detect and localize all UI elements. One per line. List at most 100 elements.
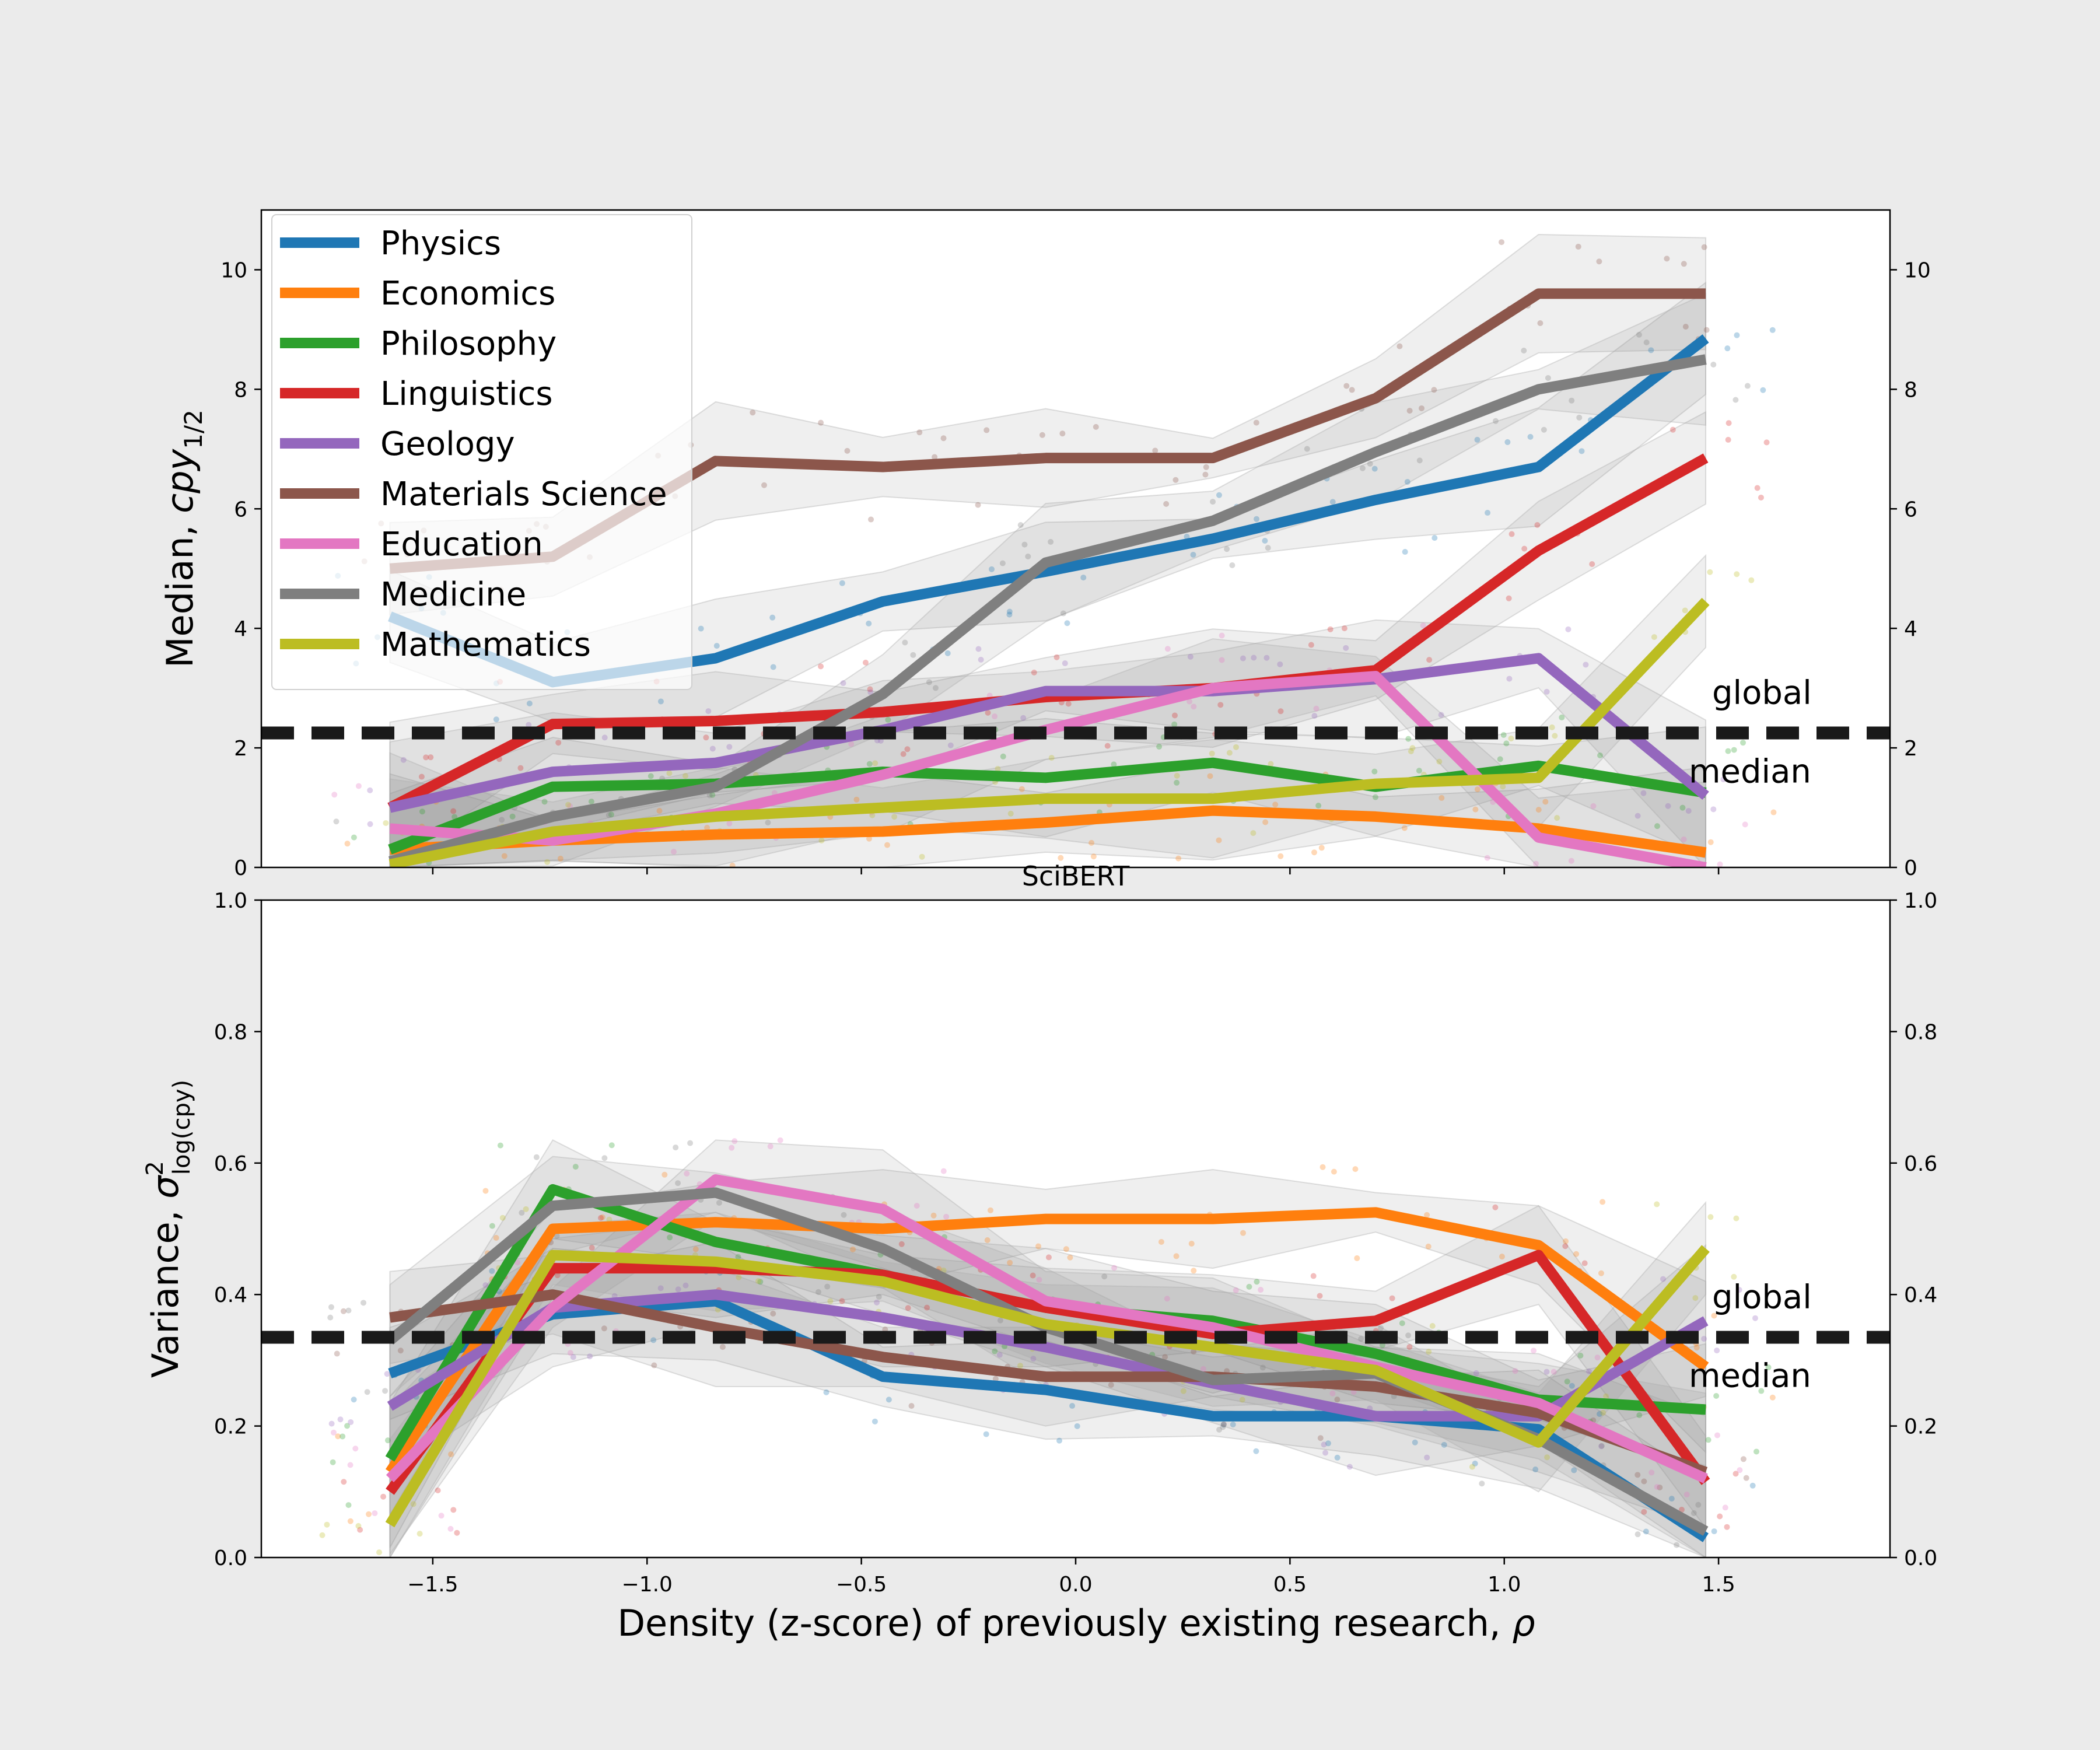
- scatter-point: [651, 1362, 657, 1368]
- scatter-point: [1311, 713, 1318, 719]
- scatter-point: [1596, 258, 1602, 265]
- scatter-point: [1408, 748, 1414, 755]
- scatter-point: [1104, 743, 1111, 749]
- scatter-point: [380, 1493, 387, 1500]
- scatter-point: [827, 1298, 834, 1304]
- scatter-point: [1534, 522, 1541, 528]
- scatter-point: [1665, 803, 1671, 809]
- scatter-point: [1251, 654, 1257, 661]
- y-axis-label-superscript: 2: [142, 1161, 169, 1175]
- scatter-point: [1710, 362, 1717, 368]
- scatter-point: [501, 853, 508, 859]
- scatter-point: [1318, 845, 1325, 851]
- scatter-point: [1308, 642, 1314, 648]
- scatter-point: [1399, 1320, 1405, 1326]
- scatter-point: [1681, 261, 1687, 267]
- scatter-point: [1048, 538, 1054, 545]
- scatter-point: [905, 1305, 911, 1311]
- scatter-point: [383, 820, 389, 826]
- scatter-point: [1278, 853, 1284, 859]
- scatter-point: [1763, 439, 1770, 446]
- y-axis-label: Variance, σ2log(cpy): [142, 1080, 195, 1378]
- scatter-point: [438, 1513, 444, 1519]
- scatter-point: [1668, 1496, 1675, 1502]
- scatter-point: [726, 820, 733, 827]
- x-tick-label: −1.5: [407, 1573, 458, 1597]
- y-axis-label: Median, cpy1/2: [159, 410, 208, 668]
- scatter-point: [1074, 1423, 1080, 1429]
- scatter-point: [736, 1274, 742, 1280]
- scatter-point: [1265, 545, 1271, 551]
- scatter-point: [454, 1530, 460, 1536]
- scatter-point: [526, 701, 533, 707]
- scatter-point: [1731, 1273, 1737, 1280]
- scatter-point: [601, 734, 608, 741]
- scatter-point: [1334, 1396, 1340, 1403]
- scatter-point: [347, 1518, 354, 1524]
- scatter-point: [1508, 735, 1514, 741]
- scatter-point: [1172, 477, 1179, 483]
- scatter-point: [376, 1549, 383, 1556]
- scatter-point: [1634, 1472, 1641, 1478]
- chart-title: SciBERT: [1022, 860, 1130, 892]
- scatter-point: [517, 765, 524, 771]
- scatter-point: [1731, 747, 1737, 753]
- scatter-point: [1031, 669, 1037, 676]
- scatter-point: [862, 659, 869, 666]
- legend-item-label: Education: [380, 526, 543, 564]
- scatter-point: [1025, 553, 1031, 559]
- scatter-point: [1742, 821, 1748, 828]
- scatter-point: [853, 796, 860, 803]
- scatter-point: [1268, 761, 1274, 767]
- scatter-point: [1372, 794, 1378, 800]
- series-line-economics: [385, 1207, 1709, 1475]
- y-tick-label: 0.2: [214, 1415, 247, 1439]
- scatter-point: [1598, 1443, 1605, 1449]
- scatter-point: [1017, 1363, 1024, 1369]
- scatter-point: [1065, 701, 1072, 707]
- scatter-point: [1590, 803, 1597, 809]
- y-axis-label-prefix: Variance,: [144, 1199, 187, 1378]
- confidence-band-materials-science: [389, 233, 1707, 615]
- scatter-point: [1226, 750, 1233, 756]
- scatter-point: [419, 808, 425, 815]
- scatter-point: [1239, 1396, 1245, 1403]
- scatter-point: [360, 1300, 367, 1306]
- scatter-point: [565, 802, 572, 808]
- scatter-point: [1654, 1201, 1660, 1208]
- scatter-point: [1343, 645, 1349, 651]
- scatter-point: [367, 787, 373, 793]
- scatter-point: [904, 746, 911, 752]
- scatter-point: [1358, 1336, 1364, 1342]
- scatter-point: [984, 1237, 991, 1243]
- scatter-point: [1220, 1421, 1227, 1427]
- scatter-point: [1760, 387, 1766, 393]
- scatter-point: [1262, 819, 1269, 825]
- scatter-point: [1549, 724, 1555, 730]
- scatter-point: [1603, 1393, 1609, 1399]
- scatter-point: [1158, 1239, 1164, 1245]
- scatter-point: [1419, 405, 1425, 411]
- scatter-point: [1748, 577, 1755, 583]
- scatter-point: [1598, 1443, 1605, 1450]
- scatter-point: [1636, 1412, 1643, 1419]
- series-line-philosophy: [388, 757, 1707, 855]
- scatter-point: [1277, 661, 1283, 667]
- x-tick-label: −1.0: [622, 1573, 673, 1597]
- scatter-point: [919, 853, 925, 860]
- scatter-point: [324, 1521, 330, 1528]
- scatter-point: [662, 1171, 668, 1178]
- scatter-point: [1726, 420, 1732, 426]
- scatter-point: [330, 1429, 337, 1436]
- scatter-point: [1426, 1349, 1432, 1355]
- y-tick-label: 1.0: [214, 889, 247, 913]
- scatter-point: [761, 482, 767, 488]
- scatter-point: [1054, 654, 1060, 660]
- scatter-point: [1717, 861, 1723, 867]
- scatter-point: [704, 824, 710, 831]
- scatter-point: [1733, 1215, 1740, 1222]
- scatter-point: [732, 1138, 738, 1144]
- scatter-point: [675, 1180, 681, 1186]
- scatter-point: [367, 821, 373, 827]
- scatter-point: [1111, 1265, 1118, 1271]
